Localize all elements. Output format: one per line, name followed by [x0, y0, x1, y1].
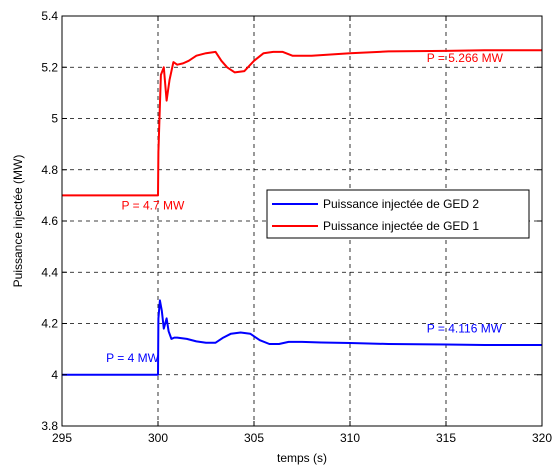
x-tick-label: 320: [532, 431, 552, 445]
y-tick-label: 4.4: [41, 265, 58, 279]
y-tick-label: 3.8: [41, 419, 58, 433]
annotation-label: P = 5.266 MW: [427, 51, 504, 65]
legend-label-ged2: Puissance injectée de GED 2: [323, 197, 479, 211]
x-tick-label: 310: [340, 431, 360, 445]
y-tick-label: 4.2: [41, 317, 58, 331]
x-tick-label: 305: [244, 431, 264, 445]
y-tick-label: 5.4: [41, 9, 58, 23]
x-tick-label: 315: [436, 431, 456, 445]
legend-box: [266, 189, 530, 239]
legend: Puissance injectée de GED 2 Puissance in…: [266, 189, 530, 239]
annotation-label: P = 4 MW: [106, 351, 159, 365]
y-tick-label: 4.6: [41, 214, 58, 228]
y-axis-label: Puissance injectée (MW): [11, 155, 25, 288]
y-tick-label: 5: [51, 112, 58, 126]
y-tick-label: 4: [51, 368, 58, 382]
annotation-label: P = 4.7 MW: [122, 198, 185, 212]
annotation-label: P = 4.116 MW: [427, 321, 503, 335]
x-tick-label: 300: [148, 431, 168, 445]
annotations: P = 5.266 MW P = 4.7 MW P = 4 MW P = 4.116 …: [106, 51, 503, 365]
ticks: 295 300 305 310 315 320 3.8 4 4.2 4.4 4.6 4.8 5 5.2 5.…: [41, 9, 552, 445]
y-tick-label: 5.2: [41, 60, 58, 74]
series-group: [62, 49, 542, 376]
series-line-ged1: [62, 49, 542, 197]
legend-label-ged1: Puissance injectée de GED 1: [323, 219, 479, 233]
series-line-ged2: [62, 299, 542, 376]
x-tick-label: 295: [52, 431, 72, 445]
y-tick-label: 4.8: [41, 163, 58, 177]
x-axis-label: temps (s): [277, 451, 327, 465]
